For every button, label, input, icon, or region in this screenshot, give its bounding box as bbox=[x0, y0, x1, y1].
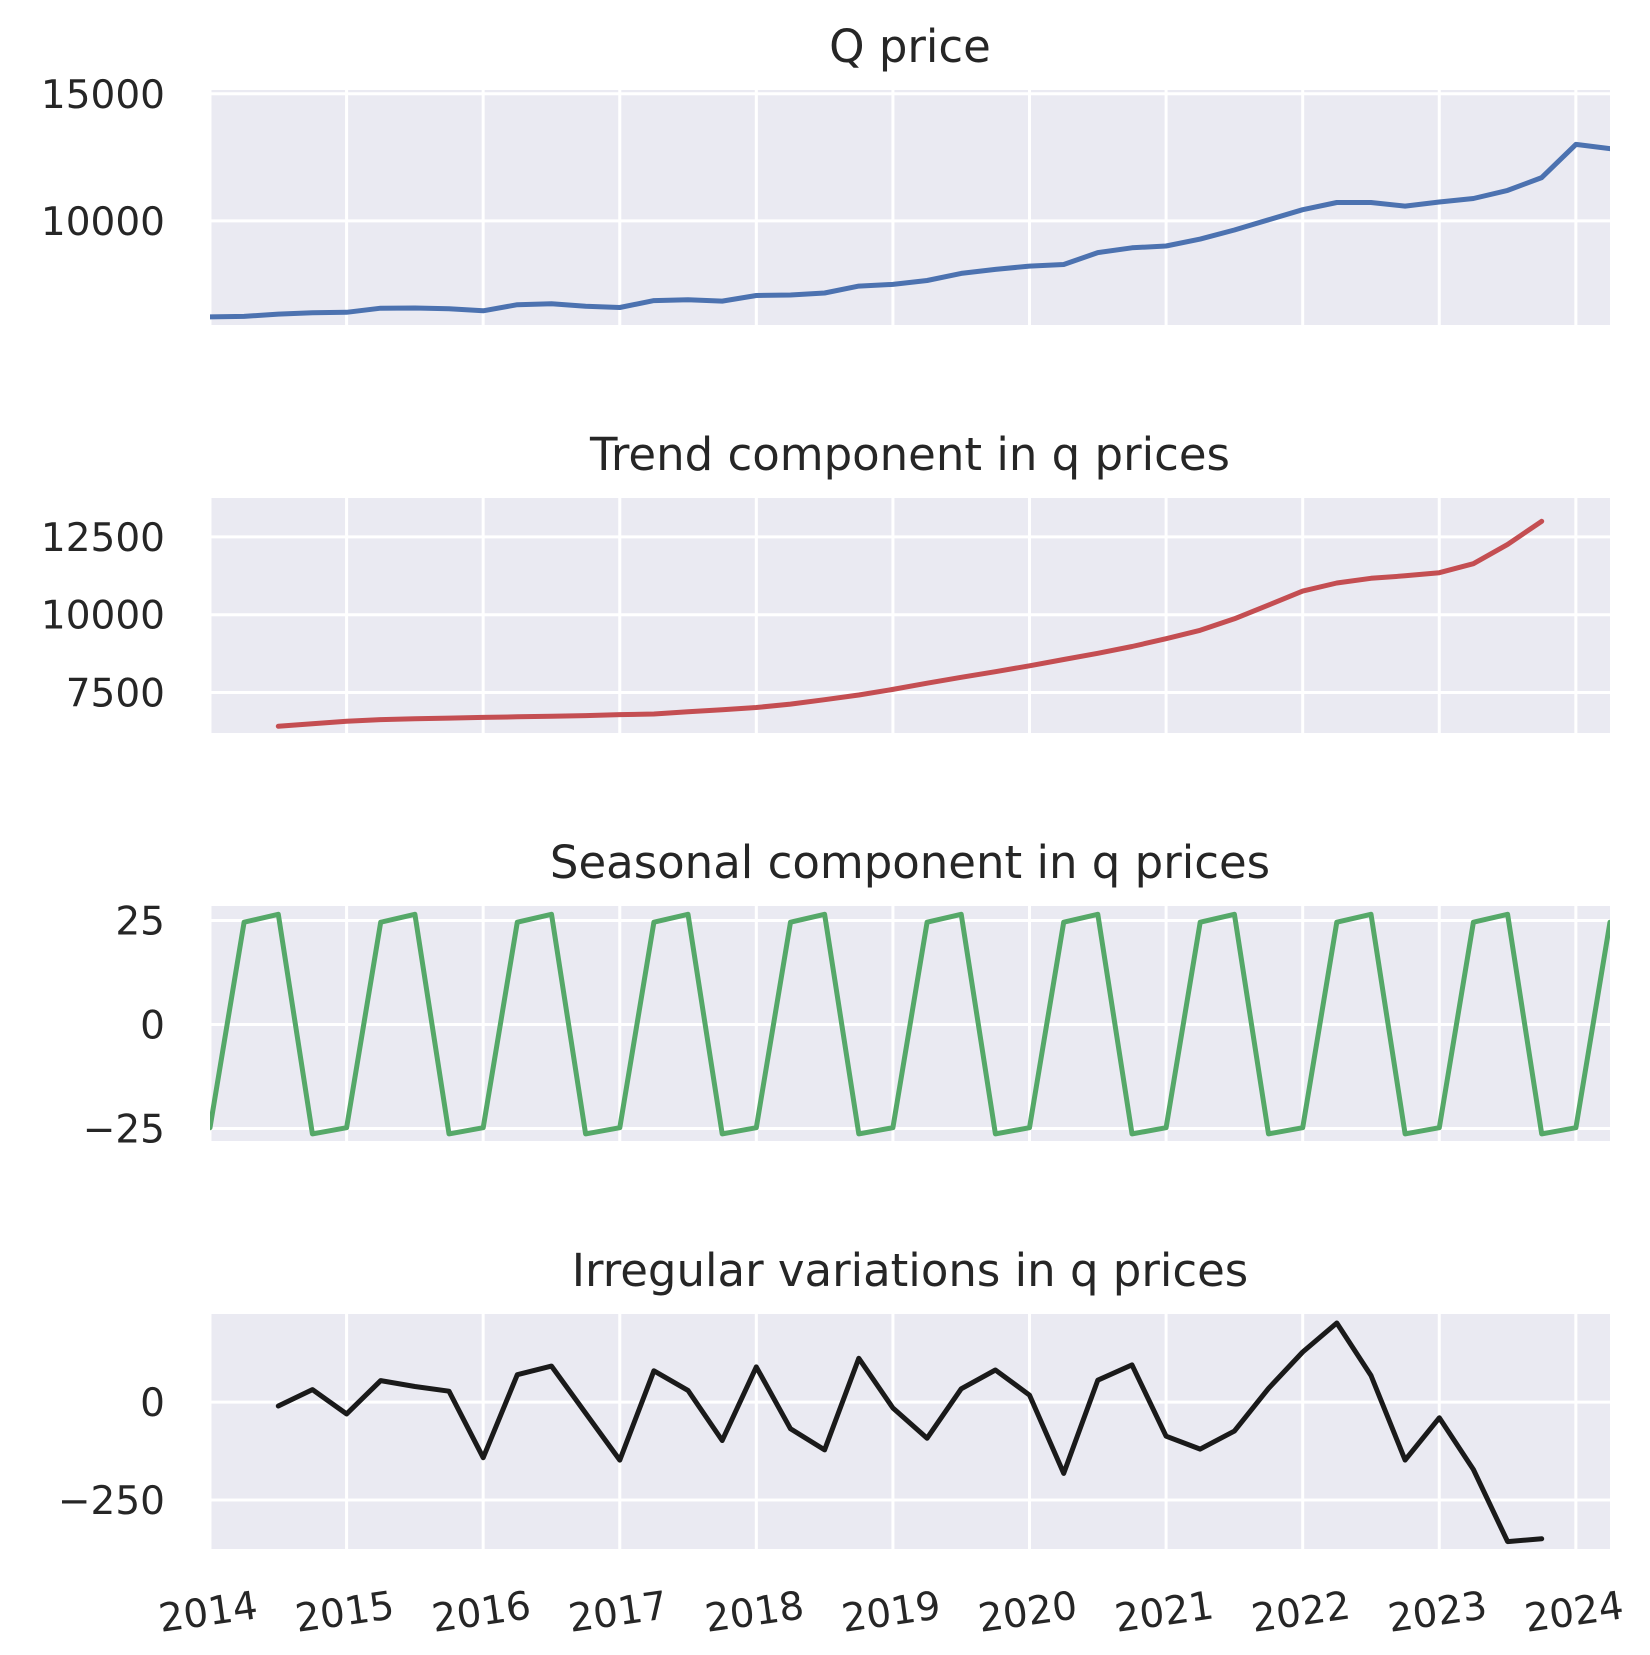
subplot-2: 7500 10000 12500 Trend component in q price… bbox=[41, 428, 1610, 733]
x-tick-label: 2021 bbox=[1112, 1583, 1217, 1641]
series-line bbox=[275, 1320, 1545, 1545]
subplot-title: Trend component in q prices bbox=[589, 428, 1230, 481]
subplot-title: Q price bbox=[829, 20, 991, 73]
x-tick-label: 2022 bbox=[1249, 1583, 1354, 1641]
subplot-1: 10000 15000 Q price bbox=[41, 20, 1610, 325]
y-tick-label: 0 bbox=[140, 1381, 165, 1426]
y-tick-label: 15000 bbox=[41, 73, 165, 118]
series-line bbox=[210, 141, 1610, 320]
y-tick-label: −25 bbox=[83, 1108, 165, 1153]
subplot-3: −25 0 25 Seasonal component in q prices bbox=[83, 836, 1610, 1153]
x-tick-label: 2017 bbox=[566, 1583, 671, 1641]
x-tick-label: 2014 bbox=[156, 1583, 261, 1641]
y-tick-label: 12500 bbox=[41, 516, 165, 561]
series-line bbox=[210, 911, 1610, 1137]
x-tick-label: 2018 bbox=[702, 1583, 807, 1641]
x-tick-label: 2024 bbox=[1522, 1583, 1627, 1641]
subplot-title: Irregular variations in q prices bbox=[572, 1244, 1249, 1297]
x-tick-label: 2023 bbox=[1385, 1583, 1490, 1641]
subplot-4: −250 0 Irregular variations in q prices bbox=[58, 1244, 1610, 1549]
plot-area bbox=[210, 1314, 1610, 1549]
x-tick-label: 2016 bbox=[429, 1583, 534, 1641]
x-tick-label: 2015 bbox=[293, 1583, 398, 1641]
y-tick-label: 10000 bbox=[41, 200, 165, 245]
y-tick-label: 10000 bbox=[41, 594, 165, 639]
x-tick-label: 2019 bbox=[839, 1583, 944, 1641]
y-tick-label: 25 bbox=[115, 900, 165, 945]
x-tick-label: 2020 bbox=[975, 1583, 1080, 1641]
y-tick-label: 0 bbox=[140, 1004, 165, 1049]
plot-area bbox=[210, 90, 1610, 325]
y-tick-label: −250 bbox=[58, 1479, 165, 1524]
subplot-title: Seasonal component in q prices bbox=[550, 836, 1270, 889]
y-tick-label: 7500 bbox=[66, 672, 165, 717]
series-line bbox=[275, 518, 1545, 729]
